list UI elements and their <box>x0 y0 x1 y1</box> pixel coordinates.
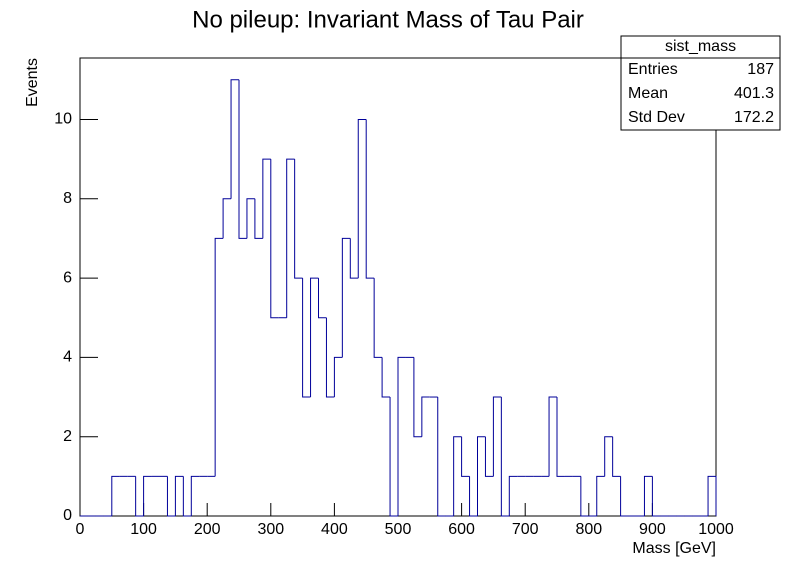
histogram-bin <box>413 357 422 438</box>
histogram-bin <box>302 278 311 398</box>
histogram-bin <box>620 476 629 517</box>
x-tick-label: 1000 <box>698 521 734 538</box>
histogram-bin <box>357 118 367 279</box>
histogram-bin <box>469 476 478 517</box>
histogram-bin <box>477 436 486 516</box>
stats-box <box>620 35 781 131</box>
stats-value: 401.3 <box>734 85 774 102</box>
histogram-bin <box>111 475 120 516</box>
stats-label: Std Dev <box>628 109 685 126</box>
x-tick-label: 900 <box>639 521 666 538</box>
histogram-bin <box>421 396 430 437</box>
histogram-bin <box>222 198 232 239</box>
histogram-bin <box>365 119 375 279</box>
histogram-bin <box>310 277 319 398</box>
histogram-bin <box>381 357 391 398</box>
histogram-bin <box>325 317 335 398</box>
histogram-bin <box>135 476 144 517</box>
histogram-bin <box>373 278 383 358</box>
histogram-bin <box>397 356 406 516</box>
histogram-bin <box>643 475 653 516</box>
y-tick-label: 10 <box>54 111 72 128</box>
histogram-bin <box>461 436 470 477</box>
y-axis-label: Events <box>24 58 41 107</box>
stats-title: sist_mass <box>665 38 736 55</box>
histogram-bin <box>707 475 717 516</box>
histogram-bin <box>651 476 661 517</box>
x-tick-label: 200 <box>194 521 221 538</box>
histogram-bin <box>254 198 263 239</box>
chart-title: No pileup: Invariant Mass of Tau Pair <box>192 6 584 33</box>
histogram-bin <box>318 278 327 319</box>
x-tick-label: 100 <box>130 521 157 538</box>
histogram-bin <box>437 397 446 517</box>
x-axis-label: Mass [GeV] <box>632 540 716 557</box>
y-tick-label: 8 <box>63 190 72 207</box>
y-tick-label: 4 <box>63 349 72 366</box>
stats-label: Mean <box>628 85 668 102</box>
histogram-bin <box>190 475 200 516</box>
histogram-bin <box>166 476 176 517</box>
y-tick-label: 6 <box>63 269 72 286</box>
histogram-bin <box>182 476 192 517</box>
histogram-bin <box>580 476 589 517</box>
histogram-bin <box>270 159 279 319</box>
histogram-bin <box>333 356 343 398</box>
histogram-bin <box>294 159 303 279</box>
histogram-bin <box>556 397 565 477</box>
x-tick-label: 600 <box>448 521 475 538</box>
histogram-bin <box>143 475 152 516</box>
histogram-bin <box>492 396 502 477</box>
histogram-bin <box>174 475 184 516</box>
histogram-bin <box>238 79 247 239</box>
histogram-bin <box>508 475 518 516</box>
histogram-bin <box>596 475 605 516</box>
histogram-bin <box>341 237 351 358</box>
histogram-bin <box>500 397 510 517</box>
x-tick-label: 800 <box>575 521 602 538</box>
x-tick-label: 400 <box>321 521 348 538</box>
y-tick-label: 0 <box>63 507 72 524</box>
stats-label: Entries <box>628 61 678 78</box>
histogram-bin <box>262 158 271 239</box>
x-tick-label: 500 <box>385 521 412 538</box>
histogram-bin <box>349 238 359 279</box>
histogram-bin <box>604 436 613 477</box>
histogram-bin <box>453 436 462 516</box>
histogram-bin <box>230 79 239 199</box>
stats-value: 187 <box>747 61 774 78</box>
stats-value: 172.2 <box>734 109 774 126</box>
x-tick-label: 300 <box>257 521 284 538</box>
histogram-bin <box>286 158 295 318</box>
histogram-bin <box>389 397 398 517</box>
x-tick-label: 0 <box>76 521 85 538</box>
y-tick-label: 2 <box>63 428 72 445</box>
histogram-bin <box>484 436 494 477</box>
histogram-bin <box>548 396 557 477</box>
histogram-bin <box>612 436 621 477</box>
histogram-bin <box>214 237 224 477</box>
histogram-bin <box>246 198 255 239</box>
x-tick-label: 700 <box>512 521 539 538</box>
